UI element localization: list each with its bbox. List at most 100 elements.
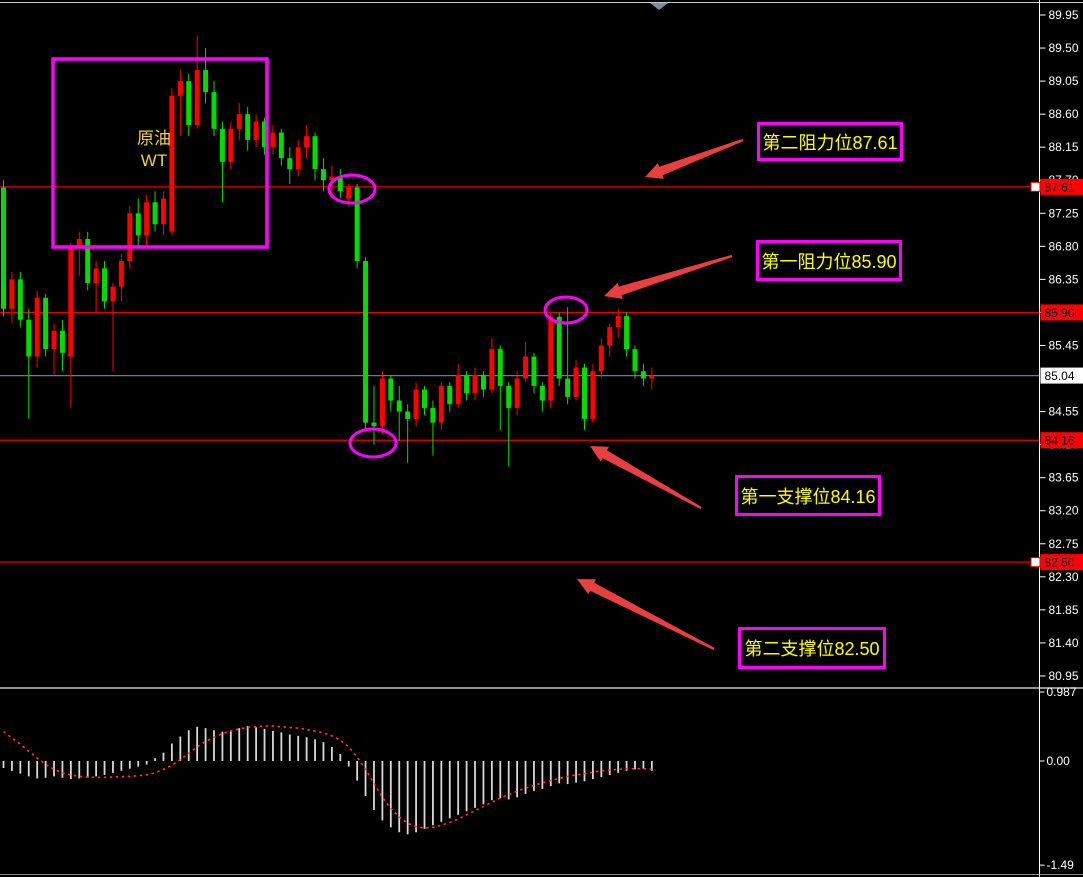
candle-body (489, 349, 495, 390)
candle-body (295, 147, 301, 170)
candle-body (329, 176, 335, 181)
scroll-position-marker[interactable] (650, 3, 668, 10)
candle-body (304, 136, 310, 148)
osma-signal-line (3, 725, 652, 829)
symbol-title[interactable]: 原油 WT (124, 128, 184, 172)
indicator-tick-label: -1.49 (1047, 858, 1075, 872)
candle-body (59, 330, 65, 353)
candle-body (430, 407, 436, 423)
candle-body (379, 378, 385, 427)
level-price-badge-label: 82.50 (1045, 556, 1075, 570)
candle-body (76, 238, 82, 247)
candle-body (354, 187, 360, 262)
axis-tick-label: 82.30 (1049, 570, 1079, 584)
level-price-badge (1040, 304, 1083, 321)
candle-body (438, 385, 444, 423)
axis-tick-label: 86.80 (1049, 239, 1079, 253)
annotation-text: 第一阻力位85.90 (761, 251, 897, 272)
axis-tick-label: 89.95 (1049, 8, 1079, 22)
candle-body (152, 202, 158, 225)
candle-body (363, 261, 369, 423)
candle-body (9, 279, 15, 309)
level-anchor-square[interactable] (1030, 557, 1041, 568)
annotation-text: 第一支撑位84.16 (740, 486, 876, 507)
candle-body (245, 114, 251, 140)
candlestick-series (1, 35, 655, 467)
annotation-label-support1[interactable]: 第一支撑位84.16 (735, 475, 881, 516)
indicator-tick-label: 0.987 (1047, 685, 1077, 699)
candle-body (455, 374, 461, 405)
annotation-label-resistance2[interactable]: 第二阻力位87.61 (757, 122, 903, 161)
candle-body (278, 132, 284, 159)
annotation-label-resistance1[interactable]: 第一阻力位85.90 (756, 240, 902, 281)
axis-tick-label: 83.65 (1049, 471, 1079, 485)
candle-body (270, 132, 276, 148)
candle-body (506, 385, 512, 408)
candle-body (43, 297, 49, 350)
highlight-ellipse-1[interactable] (327, 173, 377, 205)
candle-body (219, 128, 225, 162)
indicator-tick-label: 0.00 (1047, 754, 1071, 768)
candle-body (169, 95, 175, 232)
candle-body (624, 316, 630, 350)
candle-body (649, 375, 655, 379)
axis-tick-label: 81.40 (1049, 636, 1079, 650)
axis-tick-label: 88.60 (1049, 107, 1079, 121)
candle-body (422, 389, 427, 408)
axis-tick-label: 87.25 (1049, 206, 1079, 220)
annotation-arrow-2[interactable] (604, 254, 733, 299)
axis-tick-label: 82.75 (1049, 537, 1079, 551)
candle-body (396, 400, 402, 412)
axis-tick-label: 84.55 (1049, 405, 1079, 419)
candle-body (144, 202, 150, 236)
candle-body (85, 238, 91, 284)
candle-body (371, 422, 377, 427)
level-price-badge-label: 87.61 (1045, 180, 1075, 194)
annotation-arrow-1[interactable] (645, 138, 744, 179)
axis-tick-label: 81.85 (1049, 603, 1079, 617)
current-price-badge (1040, 367, 1083, 384)
candle-body (34, 297, 40, 357)
highlight-rectangle[interactable] (51, 57, 269, 249)
candle-body (228, 128, 234, 162)
candle-body (581, 367, 587, 419)
candle-body (110, 286, 116, 302)
candle-body (548, 316, 554, 401)
indicator-axis: 0.987 0.00 -1.49 (1039, 685, 1077, 872)
candle-body (26, 319, 32, 357)
candle-body (480, 374, 486, 390)
osma-indicator (2, 725, 653, 835)
candle-body (447, 385, 453, 405)
axis-tick-label: 86.35 (1049, 272, 1079, 286)
current-price-badge-label: 85.04 (1045, 369, 1075, 383)
annotation-label-support2[interactable]: 第二支撑位82.50 (738, 627, 886, 669)
candle-body (556, 316, 562, 379)
candle-body (497, 349, 503, 386)
annotation-text: 第二阻力位87.61 (762, 132, 898, 153)
annotation-arrow-3[interactable] (590, 446, 702, 509)
symbol-title-line2: WT (140, 151, 168, 170)
candle-body (51, 330, 57, 350)
highlight-ellipse-3[interactable] (543, 295, 589, 325)
annotation-arrow-4[interactable] (577, 579, 715, 651)
candle-body (253, 121, 259, 140)
level-price-badge (1040, 554, 1083, 571)
level-anchor-square[interactable] (1030, 181, 1041, 192)
level-price-badge-label: 84.16 (1045, 434, 1075, 448)
candle-body (590, 371, 596, 419)
axis-tick-label: 88.15 (1049, 140, 1079, 154)
candle-body (413, 389, 419, 419)
candle-body (211, 92, 217, 129)
candle-body (565, 378, 571, 397)
symbol-title-line1: 原油 (137, 129, 171, 148)
candle-body (312, 136, 318, 170)
candle-body (539, 385, 545, 401)
highlight-ellipse-2[interactable] (348, 427, 398, 459)
candle-body (346, 187, 352, 199)
candle-body (514, 378, 520, 408)
annotation-objects (51, 57, 744, 651)
candle-body (523, 356, 529, 379)
candle-body (598, 345, 604, 372)
candle-body (194, 70, 200, 126)
